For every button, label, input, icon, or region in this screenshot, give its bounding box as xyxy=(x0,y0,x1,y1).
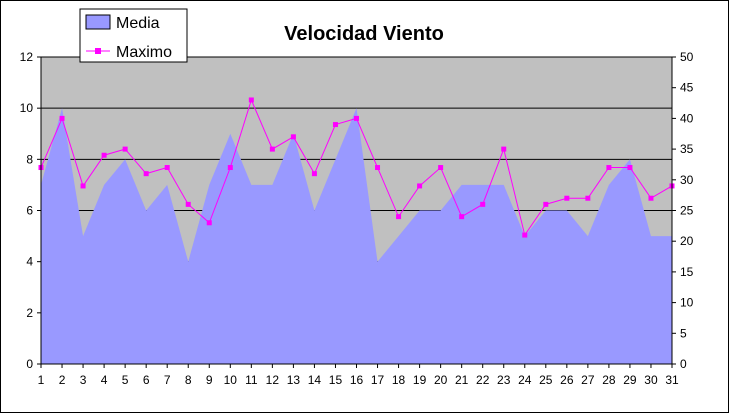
series-media-area xyxy=(41,108,672,365)
legend-label-media: Media xyxy=(116,15,160,32)
left-tick-label: 6 xyxy=(26,204,33,218)
series-maximo-markers xyxy=(38,97,675,238)
maximo-point xyxy=(290,134,296,140)
maximo-point xyxy=(80,183,86,189)
x-tick-label: 23 xyxy=(497,373,511,387)
x-tick-label: 4 xyxy=(101,373,108,387)
right-tick-label: 5 xyxy=(680,326,687,340)
right-tick-label: 35 xyxy=(680,142,694,156)
x-tick-label: 27 xyxy=(581,373,595,387)
x-tick-label: 15 xyxy=(329,373,343,387)
x-tick-label: 8 xyxy=(185,373,192,387)
maximo-point xyxy=(185,201,191,207)
maximo-point xyxy=(332,122,338,128)
x-tick-label: 12 xyxy=(266,373,280,387)
maximo-point xyxy=(543,201,549,207)
right-tick-label: 0 xyxy=(680,357,687,371)
maximo-point xyxy=(648,195,654,201)
x-tick-label: 29 xyxy=(623,373,637,387)
x-tick-label: 2 xyxy=(59,373,66,387)
maximo-point xyxy=(606,165,612,171)
maximo-point xyxy=(122,146,128,152)
maximo-point xyxy=(459,214,465,220)
right-tick-label: 15 xyxy=(680,265,694,279)
right-tick-label: 30 xyxy=(680,173,694,187)
left-axis: 0 2 4 6 8 10 12 xyxy=(20,50,42,371)
maximo-point xyxy=(354,115,359,121)
legend: Media Maximo xyxy=(79,8,188,63)
right-tick-label: 50 xyxy=(680,50,694,64)
left-tick-label: 12 xyxy=(20,50,34,64)
maximo-point xyxy=(269,146,275,152)
x-tick-label: 9 xyxy=(206,373,213,387)
x-tick-label: 5 xyxy=(122,373,129,387)
maximo-point xyxy=(143,171,149,177)
right-tick-label: 40 xyxy=(680,111,694,125)
x-tick-label: 24 xyxy=(518,373,532,387)
x-tick-label: 14 xyxy=(308,373,322,387)
x-tick-label: 30 xyxy=(644,373,658,387)
legend-marker-maximo xyxy=(95,48,101,54)
maximo-point xyxy=(417,183,423,189)
legend-label-maximo: Maximo xyxy=(116,44,172,61)
x-tick-label: 28 xyxy=(602,373,616,387)
maximo-point xyxy=(627,165,633,171)
chart-title: Velocidad Viento xyxy=(284,23,444,45)
x-tick-label: 3 xyxy=(80,373,87,387)
maximo-point xyxy=(248,97,254,103)
x-tick-label: 17 xyxy=(371,373,385,387)
left-tick-label: 2 xyxy=(26,306,33,320)
maximo-point xyxy=(501,146,507,152)
x-tick-label: 26 xyxy=(560,373,574,387)
left-tick-label: 4 xyxy=(26,255,33,269)
left-tick-label: 8 xyxy=(26,152,33,166)
x-tick-label: 13 xyxy=(287,373,301,387)
maximo-point xyxy=(564,195,570,201)
x-tick-label: 21 xyxy=(455,373,469,387)
x-tick-label: 1 xyxy=(38,373,45,387)
x-tick-label: 25 xyxy=(539,373,553,387)
series-maximo xyxy=(38,97,675,238)
right-axis: 0 5 10 15 20 25 30 35 40 45 50 xyxy=(671,50,694,371)
x-tick-label: 16 xyxy=(350,373,364,387)
x-tick-label: 19 xyxy=(413,373,427,387)
x-tick-label: 7 xyxy=(164,373,171,387)
maximo-point xyxy=(227,165,233,171)
maximo-point xyxy=(375,165,381,171)
x-tick-label: 6 xyxy=(143,373,150,387)
x-tick-label: 22 xyxy=(476,373,490,387)
maximo-point xyxy=(522,232,528,238)
x-tick-label: 11 xyxy=(245,373,258,387)
x-axis: 1 2 3 4 5 6 7 8 9 10 11 12 13 14 15 16 17 18 19 20 21 22 23 24 2… xyxy=(38,363,679,387)
maximo-point xyxy=(311,171,317,177)
maximo-point xyxy=(101,152,107,158)
right-tick-label: 25 xyxy=(680,204,694,218)
left-tick-label: 10 xyxy=(20,101,34,115)
maximo-point xyxy=(438,165,444,171)
maximo-point xyxy=(164,165,170,171)
maximo-point xyxy=(59,115,65,121)
right-tick-label: 20 xyxy=(680,234,694,248)
legend-swatch-media xyxy=(85,14,111,30)
left-tick-label: 0 xyxy=(26,357,33,371)
maximo-point xyxy=(480,201,486,207)
right-tick-label: 45 xyxy=(680,81,694,95)
x-tick-label: 10 xyxy=(224,373,238,387)
x-tick-label: 18 xyxy=(392,373,406,387)
right-tick-label: 10 xyxy=(680,296,694,310)
x-tick-label: 20 xyxy=(434,373,448,387)
maximo-point xyxy=(396,214,402,220)
x-tick-label: 31 xyxy=(665,373,679,387)
maximo-point xyxy=(206,220,212,226)
maximo-point xyxy=(585,195,591,201)
